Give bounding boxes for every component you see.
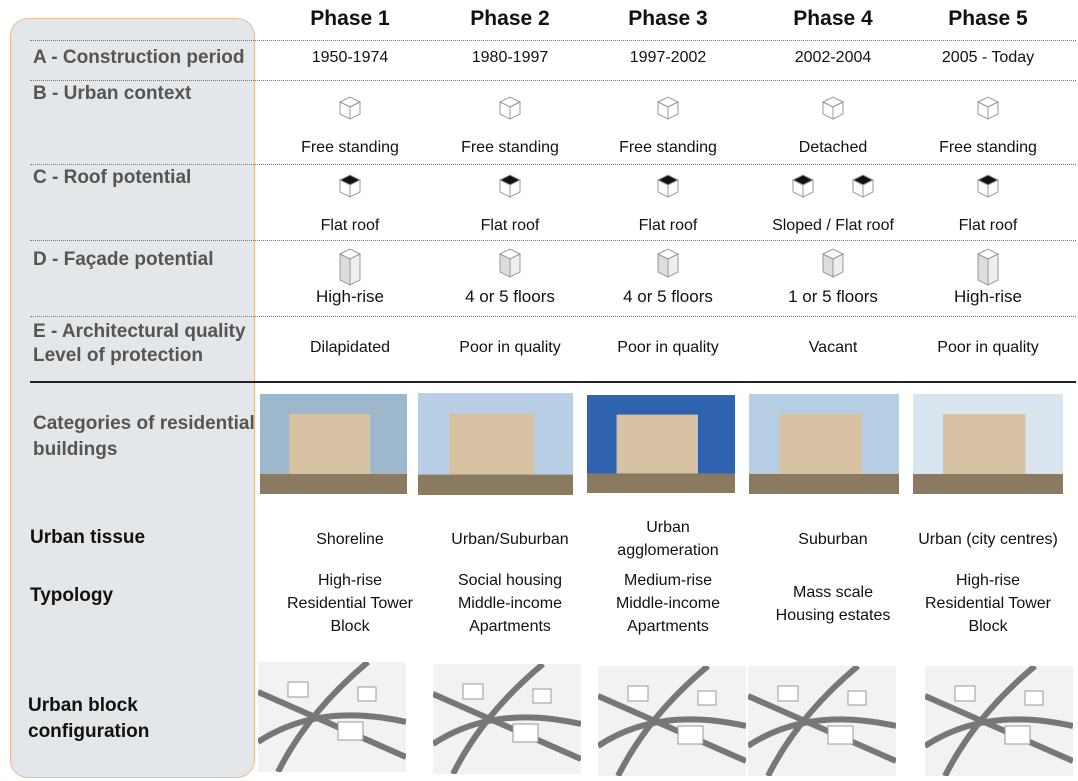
cell-text: Poor in quality (937, 339, 1039, 356)
cell-text: Middle-income (457, 595, 563, 612)
cell-text: Flat roof (638, 217, 698, 234)
divider (30, 80, 1076, 81)
row-label: buildings (33, 439, 118, 460)
divider (30, 240, 1076, 241)
cell-text: Apartments (469, 618, 551, 635)
cell-text: 4 or 5 floors (623, 287, 713, 306)
cell-text: Social housing (457, 572, 563, 589)
context-icon (498, 248, 522, 278)
context-icon (498, 96, 522, 120)
cell-text: 1980-1997 (471, 49, 549, 66)
cell-text: Free standing (619, 139, 717, 156)
cell-text: Urban (city centres) (918, 531, 1058, 548)
cell-text: Apartments (627, 618, 709, 635)
cell-text: Flat roof (480, 217, 540, 234)
divider (30, 164, 1076, 165)
cell-text: Free standing (461, 139, 559, 156)
row-label: Typology (30, 585, 114, 606)
context-icon (976, 248, 1000, 286)
building-photo (749, 394, 899, 494)
roof-icon (338, 174, 362, 198)
cell-text: Flat roof (958, 217, 1018, 234)
cell-text: Middle-income (615, 595, 721, 612)
row-label: E - Architectural quality (33, 321, 246, 342)
cell-text: 1997-2002 (629, 49, 707, 66)
block-map (433, 664, 581, 774)
block-map (258, 662, 406, 772)
phase-header: Phase 3 (628, 7, 708, 30)
building-photo (913, 394, 1063, 494)
phase-header: Phase 4 (793, 7, 873, 30)
row-label: configuration (28, 721, 150, 742)
cell-text: Free standing (939, 139, 1037, 156)
cell-text: Sloped / Flat roof (772, 217, 894, 234)
cell-text: Housing estates (775, 607, 891, 624)
row-label: B - Urban context (33, 83, 192, 104)
cell-text: Mass scale (792, 584, 874, 601)
row-label: Urban block (28, 695, 138, 716)
cell-text: Detached (798, 139, 868, 156)
cell-text: Residential Tower (925, 595, 1051, 612)
cell-text: Shoreline (316, 531, 384, 548)
cell-text: High-rise (953, 287, 1023, 306)
cell-text: 2005 - Today (941, 49, 1035, 66)
phase-header: Phase 5 (948, 7, 1028, 30)
row-label: Level of protection (33, 345, 203, 366)
cell-text: Poor in quality (459, 339, 561, 356)
roof-icon (791, 174, 815, 198)
cell-text: Free standing (301, 139, 399, 156)
roof-icon (498, 174, 522, 198)
divider (30, 381, 1076, 383)
row-label: C - Roof potential (33, 167, 192, 188)
context-icon (338, 96, 362, 120)
block-map (598, 666, 746, 776)
cell-text: 1 or 5 floors (788, 287, 878, 306)
row-label: D - Façade potential (33, 249, 214, 270)
cell-text: Dilapidated (309, 339, 391, 356)
side-panel (10, 18, 255, 778)
context-icon (656, 96, 680, 120)
cell-text: Vacant (808, 339, 858, 356)
roof-icon (851, 174, 875, 198)
building-photo (260, 394, 407, 494)
row-label: A - Construction period (33, 47, 245, 68)
building-photo (587, 395, 735, 493)
context-icon (821, 248, 845, 278)
row-label: Urban tissue (30, 527, 146, 548)
cell-text: Block (330, 618, 370, 635)
building-photo (418, 393, 573, 495)
cell-text: 2002-2004 (794, 49, 872, 66)
block-map (748, 666, 896, 776)
cell-text: High-rise (317, 572, 383, 589)
cell-text: Urban/Suburban (451, 531, 569, 548)
roof-icon (656, 174, 680, 198)
cell-text: Residential Tower (287, 595, 413, 612)
row-label: Categories of residential (33, 413, 255, 434)
cell-text: Medium-rise (623, 572, 713, 589)
block-map (925, 666, 1073, 776)
context-icon (821, 96, 845, 120)
context-icon (656, 248, 680, 278)
phase-header: Phase 1 (310, 7, 390, 30)
divider (30, 316, 1076, 317)
cell-text: Poor in quality (617, 339, 719, 356)
cell-text: High-rise (315, 287, 385, 306)
cell-text: Suburban (798, 531, 868, 548)
cell-text: agglomeration (617, 542, 719, 559)
cell-text: High-rise (955, 572, 1021, 589)
cell-text: Block (968, 618, 1008, 635)
cell-text: 1950-1974 (311, 49, 389, 66)
divider (30, 40, 1076, 41)
phase-header: Phase 2 (470, 7, 550, 30)
roof-icon (976, 174, 1000, 198)
cell-text: Flat roof (320, 217, 380, 234)
context-icon (976, 96, 1000, 120)
cell-text: Urban (646, 519, 690, 536)
context-icon (338, 248, 362, 286)
cell-text: 4 or 5 floors (465, 287, 555, 306)
